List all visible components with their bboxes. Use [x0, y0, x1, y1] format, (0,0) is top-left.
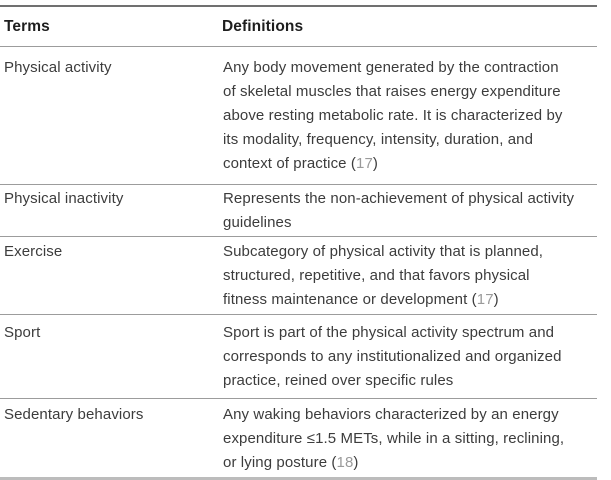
definition-line: above resting metabolic rate. It is char…	[223, 107, 563, 124]
term-cell: Sedentary behaviors	[0, 398, 222, 479]
citation-link[interactable]: 17	[356, 155, 373, 172]
definition-line: Subcategory of physical activity that is…	[223, 243, 544, 260]
definition-line: or lying posture (18)	[223, 454, 359, 471]
definition-cell: Any waking behaviors characterized by an…	[222, 398, 597, 479]
definition-cell: Represents the non-achievement of physic…	[222, 184, 597, 237]
table-header: Terms Definitions	[0, 6, 597, 47]
table-row: Physical activity Any body movement gener…	[0, 47, 597, 185]
definition-line: Any waking behaviors characterized by an…	[223, 406, 559, 423]
column-header-definitions: Definitions	[222, 6, 597, 47]
definition-cell: Any body movement generated by the contr…	[222, 47, 597, 185]
definition-line: its modality, frequency, intensity, dura…	[223, 131, 534, 148]
term-cell: Physical inactivity	[0, 184, 222, 237]
terms-definitions-table-container: Terms Definitions Physical activity Any b…	[0, 5, 597, 480]
definition-line: expenditure ≤1.5 METs, while in a sittin…	[223, 430, 565, 447]
definition-line: Represents the non-achievement of physic…	[223, 190, 575, 207]
term-cell: Sport	[0, 314, 222, 399]
definition-line: of skeletal muscles that raises energy e…	[223, 83, 561, 100]
definition-line: context of practice (17)	[223, 155, 379, 172]
table-row: Physical inactivity Represents the non-ac…	[0, 184, 597, 237]
table-row: Exercise Subcategory of physical activity…	[0, 236, 597, 315]
term-cell: Physical activity	[4, 59, 112, 76]
column-header-terms: Terms	[0, 6, 222, 47]
header-row: Terms Definitions	[0, 6, 597, 47]
table-row: Sedentary behaviors Any waking behaviors …	[0, 398, 597, 479]
definition-line: fitness maintenance or development (17)	[223, 291, 499, 308]
definition-line: structured, repetitive, and that favors …	[223, 267, 530, 284]
definition-cell: Sport is part of the physical activity s…	[222, 314, 597, 399]
definition-cell: Subcategory of physical activity that is…	[222, 236, 597, 315]
citation-link[interactable]: 17	[476, 291, 494, 308]
table-body: Physical activity Any body movement gener…	[0, 47, 597, 479]
definition-line: guidelines	[223, 214, 292, 231]
table-row: Sport Sport is part of the physical activ…	[0, 314, 597, 399]
citation-link[interactable]: 18	[336, 454, 354, 471]
definition-line: corresponds to any institutionalized and…	[223, 348, 562, 365]
terms-definitions-table: Terms Definitions Physical activity Any b…	[0, 5, 597, 480]
definition-line: practice, reined over specific rules	[223, 372, 454, 389]
definition-line: Sport is part of the physical activity s…	[223, 324, 555, 341]
definition-line: Any body movement generated by the contr…	[223, 59, 559, 76]
term-cell: Exercise	[0, 236, 222, 315]
